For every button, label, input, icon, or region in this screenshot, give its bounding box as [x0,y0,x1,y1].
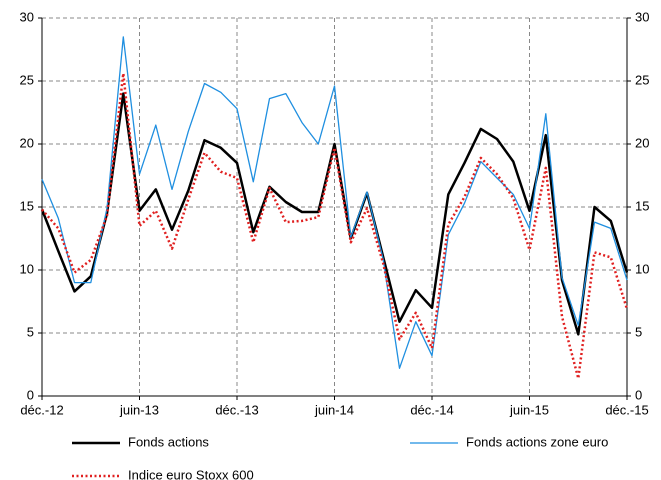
x-tick-label: juin-14 [314,402,354,417]
y-tick-label: 0 [27,387,34,402]
y2-tick-label: 20 [635,135,649,150]
y2-tick-label: 5 [635,324,642,339]
y-tick-label: 15 [20,198,34,213]
x-tick-label: juin-13 [119,402,159,417]
y2-tick-label: 25 [635,72,649,87]
legend-label: Indice euro Stoxx 600 [128,467,254,480]
legend-label: Fonds actions [128,434,209,449]
y2-tick-label: 30 [635,9,649,24]
y-tick-label: 25 [20,72,34,87]
series-line [41,36,628,369]
x-tick-label: déc.-14 [410,402,453,417]
x-tick-label: déc.-12 [20,402,63,417]
y-tick-label: 5 [27,324,34,339]
y-tick-label: 10 [20,261,34,276]
x-tick-label: déc.-15 [605,402,648,417]
y-tick-label: 30 [20,9,34,24]
y-tick-label: 20 [20,135,34,150]
y2-tick-label: 10 [635,261,649,276]
y2-tick-label: 15 [635,198,649,213]
series-line [40,92,629,336]
x-tick-label: juin-15 [509,402,549,417]
legend-label: Fonds actions zone euro [466,434,608,449]
y2-tick-label: 0 [635,387,642,402]
x-tick-label: déc.-13 [215,402,258,417]
